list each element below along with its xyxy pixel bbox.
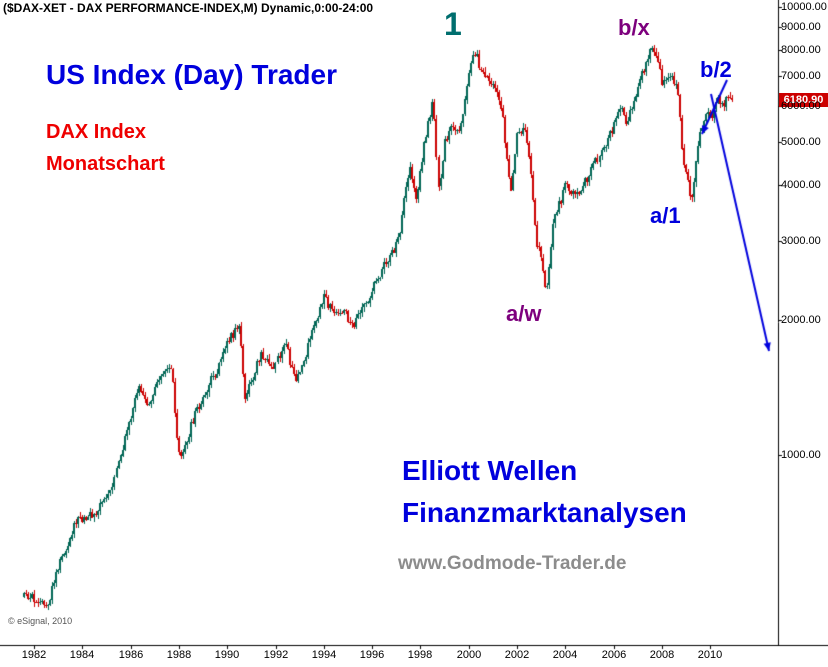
y-axis-label: 9000.00 — [781, 21, 821, 33]
elliott-wave-1-label: 1 — [444, 6, 462, 42]
x-axis-label: 1998 — [407, 649, 433, 661]
y-axis-label: 6000.00 — [781, 100, 821, 112]
y-axis-label: 3000.00 — [781, 235, 821, 247]
window-title: ($DAX-XET - DAX PERFORMANCE-INDEX,M) Dyn… — [3, 1, 374, 15]
x-axis-label: 2004 — [552, 649, 578, 661]
y-axis-label: 5000.00 — [781, 136, 821, 148]
x-axis-label: 1996 — [359, 649, 385, 661]
y-axis-label: 2000.00 — [781, 314, 821, 326]
x-axis-label: 1986 — [118, 649, 144, 661]
x-axis-label: 2000 — [456, 649, 482, 661]
website-text: www.Godmode-Trader.de — [398, 553, 627, 574]
timeframe-label: Monatschart — [46, 153, 165, 175]
last-price-badge: 6180.90 — [779, 93, 828, 107]
footer-text-line1: Elliott Wellen — [402, 455, 578, 486]
elliott-wave-aw-label: a/w — [506, 301, 542, 326]
y-axis-label: 10000.00 — [781, 1, 827, 13]
x-axis-label: 1994 — [311, 649, 337, 661]
elliott-wave-b2-label: b/2 — [700, 57, 732, 82]
y-axis-label: 8000.00 — [781, 44, 821, 56]
x-axis-label: 2006 — [601, 649, 627, 661]
y-axis-label: 7000.00 — [781, 70, 821, 82]
instrument-label: DAX Index — [46, 121, 147, 143]
x-axis-label: 1992 — [263, 649, 289, 661]
x-axis-label: 1984 — [69, 649, 95, 661]
x-axis-label: 2002 — [504, 649, 530, 661]
elliott-wave-bx-label: b/x — [618, 15, 650, 40]
x-axis-label: 1990 — [214, 649, 240, 661]
x-axis-label: 2010 — [697, 649, 723, 661]
x-axis-label: 1988 — [166, 649, 192, 661]
elliott-wave-a1-label: a/1 — [650, 203, 681, 228]
footer-text-line2: Finanzmarktanalysen — [402, 497, 687, 528]
y-axis-label: 1000.00 — [781, 449, 821, 461]
copyright-text: © eSignal, 2010 — [8, 616, 73, 626]
x-axis-label: 1982 — [21, 649, 47, 661]
y-axis-label: 4000.00 — [781, 179, 821, 191]
brand-text: US Index (Day) Trader — [46, 59, 337, 90]
x-axis-label: 2008 — [649, 649, 675, 661]
